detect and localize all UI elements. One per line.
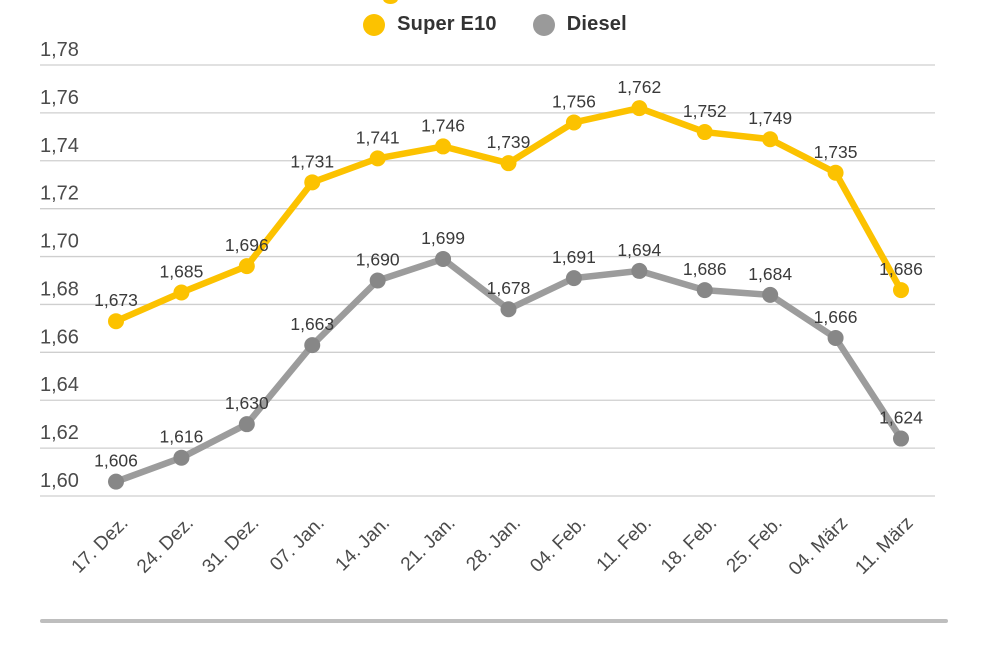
data-point-diesel xyxy=(631,262,648,279)
data-point-super-e10 xyxy=(500,155,517,172)
legend-label-diesel: Diesel xyxy=(566,13,627,35)
data-point-label-super-e10: 1,762 xyxy=(617,77,661,97)
diesel-legend-dot-icon xyxy=(532,13,555,36)
y-axis-tick-label: 1,64 xyxy=(40,374,79,396)
data-point-super-e10 xyxy=(369,150,386,167)
x-axis-tick-label: 24. Dez. xyxy=(133,513,198,578)
data-point-super-e10 xyxy=(696,124,713,141)
data-point-label-diesel: 1,686 xyxy=(683,259,727,279)
x-axis-tick-label: 28. Jan. xyxy=(462,513,525,576)
data-point-label-diesel: 1,699 xyxy=(421,228,465,248)
data-point-label-diesel: 1,678 xyxy=(487,278,531,298)
data-point-diesel xyxy=(893,430,909,447)
y-axis-tick-label: 1,66 xyxy=(40,326,79,348)
data-point-label-super-e10: 1,752 xyxy=(683,101,727,121)
legend-item-diesel: Diesel xyxy=(532,13,627,36)
data-point-super-e10 xyxy=(108,313,124,330)
x-axis-tick-label: 11. Feb. xyxy=(593,513,656,576)
data-point-label-super-e10: 1,749 xyxy=(748,108,792,128)
y-axis-tick-label: 1,70 xyxy=(40,231,79,253)
data-point-super-e10 xyxy=(565,114,582,131)
x-axis-tick-label: 11. März xyxy=(851,513,917,579)
y-axis-tick-label: 1,68 xyxy=(40,278,79,300)
data-point-label-diesel: 1,691 xyxy=(552,247,596,267)
legend-label-super-e10: Super E10 xyxy=(397,13,497,35)
x-axis-tick-label: 25. Feb. xyxy=(723,513,787,577)
data-point-label-super-e10: 1,741 xyxy=(356,127,400,147)
data-point-label-super-e10: 1,696 xyxy=(225,235,269,255)
data-point-diesel xyxy=(173,449,190,466)
data-point-diesel xyxy=(827,329,844,346)
data-point-super-e10 xyxy=(631,100,648,117)
data-point-label-super-e10: 1,735 xyxy=(814,142,858,162)
y-axis-tick-label: 1,60 xyxy=(40,470,79,492)
data-point-super-e10 xyxy=(173,284,190,301)
data-point-super-e10 xyxy=(435,138,452,155)
data-point-super-e10 xyxy=(827,164,844,181)
data-point-diesel xyxy=(762,286,779,303)
price-line-chart: 1,78 1,76 1,74 1,72 1,70 1,68 1,66 1,64 1,62 1,60… xyxy=(40,39,935,580)
y-axis-tick-label: 1,62 xyxy=(40,422,79,444)
data-point-diesel xyxy=(696,282,713,299)
data-point-diesel xyxy=(500,301,517,318)
footer-divider xyxy=(40,619,948,623)
data-point-diesel xyxy=(108,473,124,490)
data-point-label-diesel: 1,616 xyxy=(160,427,204,447)
cropped-dot-artifact xyxy=(383,0,398,4)
legend-item-super-e10: Super E10 xyxy=(363,13,497,36)
data-point-label-diesel: 1,663 xyxy=(290,314,334,334)
chart-legend: Super E10 Diesel xyxy=(0,13,990,36)
data-point-label-super-e10: 1,746 xyxy=(421,115,465,135)
y-axis-tick-label: 1,78 xyxy=(40,39,79,61)
data-point-diesel xyxy=(238,416,255,433)
data-point-label-super-e10: 1,686 xyxy=(879,259,923,279)
data-point-label-super-e10: 1,673 xyxy=(94,290,138,310)
data-point-label-diesel: 1,694 xyxy=(617,240,661,260)
data-point-label-super-e10: 1,739 xyxy=(487,132,531,152)
data-point-label-super-e10: 1,685 xyxy=(160,261,204,281)
data-point-label-diesel: 1,606 xyxy=(94,451,138,471)
x-axis-tick-label: 04. März xyxy=(785,513,852,580)
data-point-label-diesel: 1,624 xyxy=(879,408,923,428)
x-axis-tick-label: 14. Jan. xyxy=(332,513,395,576)
data-point-diesel xyxy=(565,270,582,287)
x-axis-tick-label: 18. Feb. xyxy=(657,513,721,577)
data-point-label-diesel: 1,666 xyxy=(814,307,858,327)
y-axis-tick-label: 1,72 xyxy=(40,183,79,205)
data-point-super-e10 xyxy=(762,131,779,148)
data-point-super-e10 xyxy=(893,282,909,299)
data-point-super-e10 xyxy=(304,174,321,191)
data-point-label-super-e10: 1,731 xyxy=(290,151,334,171)
super-e10-legend-dot-icon xyxy=(363,13,386,36)
y-axis-tick-label: 1,74 xyxy=(40,135,79,157)
data-point-diesel xyxy=(435,250,452,267)
data-point-label-diesel: 1,684 xyxy=(748,264,792,284)
data-point-super-e10 xyxy=(238,258,255,275)
data-point-diesel xyxy=(369,272,386,289)
x-axis-tick-label: 07. Jan. xyxy=(266,513,329,576)
data-point-label-diesel: 1,630 xyxy=(225,393,269,413)
x-axis-tick-label: 21. Jan. xyxy=(397,513,460,576)
x-axis-tick-label: 04. Feb. xyxy=(526,513,590,577)
data-point-label-diesel: 1,690 xyxy=(356,250,400,270)
data-point-diesel xyxy=(304,337,321,354)
data-point-label-super-e10: 1,756 xyxy=(552,91,596,111)
y-axis-tick-label: 1,76 xyxy=(40,87,79,109)
x-axis-tick-label: 31. Dez. xyxy=(198,513,263,578)
x-axis-tick-label: 17. Dez. xyxy=(68,513,133,578)
